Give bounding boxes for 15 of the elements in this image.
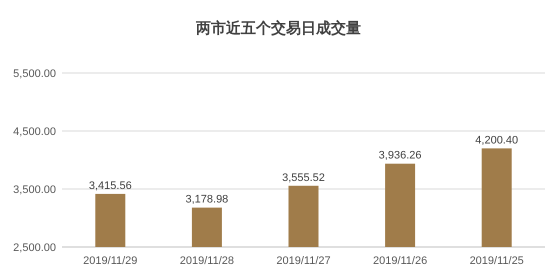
chart-title: 两市近五个交易日成交量: [195, 19, 361, 37]
x-tick-label: 2019/11/27: [276, 255, 331, 267]
text: 3,936.26: [378, 150, 422, 162]
y-tick-label: 2,500.00: [13, 242, 56, 254]
text: 3,415.56: [88, 180, 132, 192]
text: 4,200.40: [475, 134, 518, 146]
text: 3,555.52: [282, 172, 325, 184]
y-tick-label: 4,500.00: [13, 126, 56, 138]
y-tick-label: 3,500.00: [13, 184, 56, 196]
x-tick-label: 2019/11/26: [372, 255, 428, 267]
x-tick-label: 2019/11/25: [470, 255, 524, 267]
y-tick-label: 5,500.00: [13, 68, 56, 80]
text: 3,178.98: [185, 194, 228, 206]
x-tick-label: 2019/11/29: [83, 255, 138, 267]
x-tick-label: 2019/11/28: [180, 255, 234, 267]
